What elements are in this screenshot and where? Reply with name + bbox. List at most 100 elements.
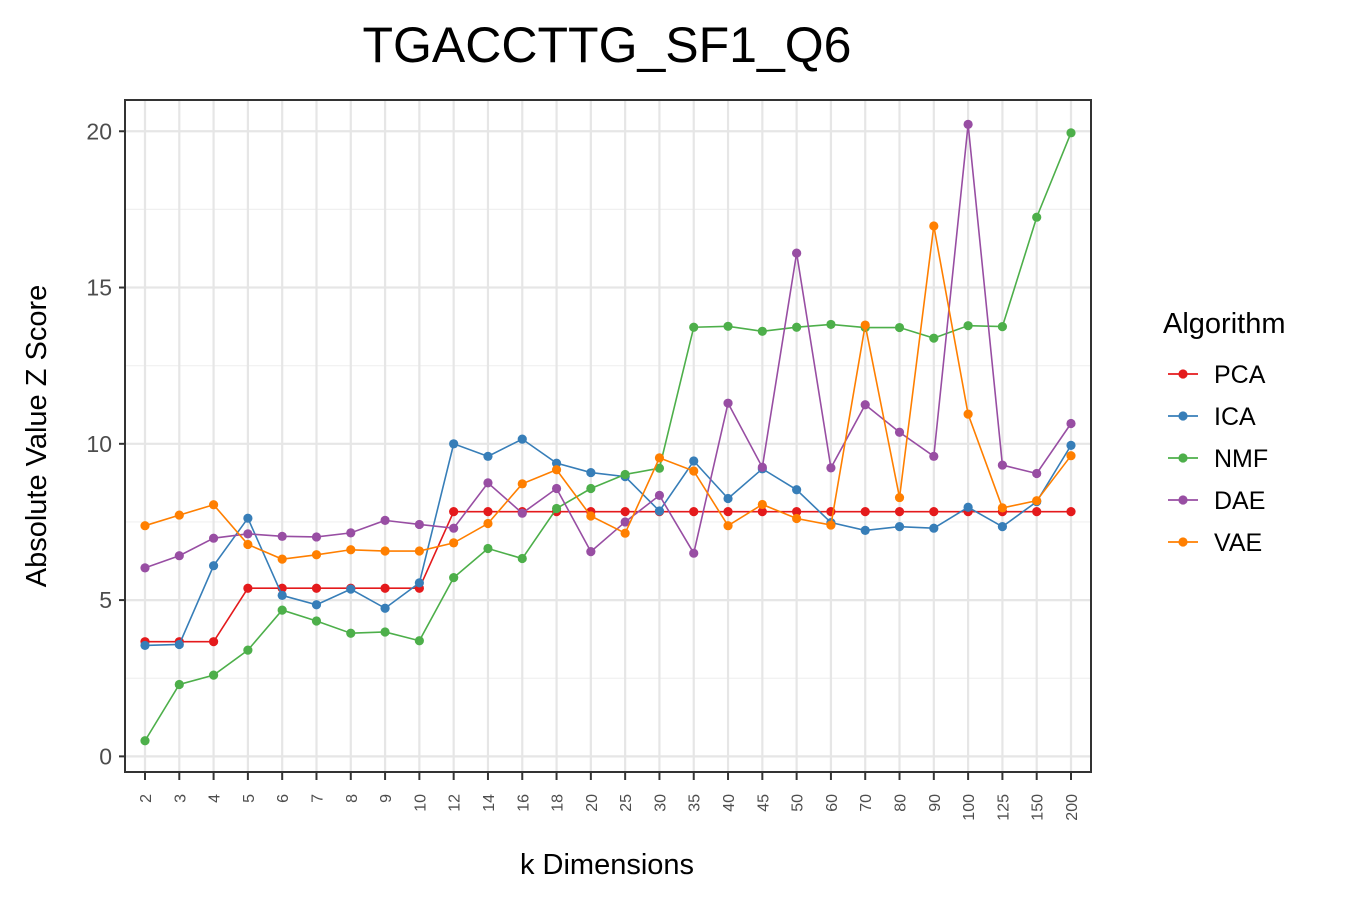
legend-item-ica: ICA — [1168, 403, 1256, 431]
data-point-nmf — [826, 319, 836, 330]
x-tick-label: 2 — [138, 794, 155, 803]
data-point-pca — [208, 637, 219, 647]
x-tick-label: 125 — [995, 794, 1012, 821]
x-tick-label: 3 — [172, 794, 189, 803]
data-point-vae — [517, 479, 527, 489]
data-point-nmf — [277, 605, 287, 615]
data-point-nmf — [449, 572, 459, 583]
x-tick-label: 30 — [652, 794, 669, 812]
data-point-dae — [140, 563, 150, 573]
x-tick-label: 50 — [790, 794, 807, 812]
series-ica — [140, 434, 1076, 651]
data-point-vae — [449, 538, 459, 548]
series-line-ica — [144, 438, 1072, 647]
series-line-pca — [145, 510, 1071, 643]
series-line-nmf — [144, 132, 1072, 742]
data-point-nmf — [517, 553, 527, 564]
y-tick-label: 10 — [86, 431, 112, 457]
x-tick-label: 35 — [687, 794, 704, 812]
data-point-pca — [311, 583, 322, 593]
data-point-ica — [689, 456, 699, 466]
legend-swatch-point-nmf — [1178, 453, 1188, 463]
data-point-ica — [346, 584, 356, 594]
x-tick-label: 20 — [584, 794, 601, 812]
legend-label-nmf: NMF — [1214, 445, 1268, 473]
x-tick-label: 60 — [824, 794, 841, 812]
data-point-vae — [620, 528, 630, 538]
data-point-nmf — [586, 483, 596, 494]
data-point-vae — [311, 550, 322, 560]
series-layer — [140, 119, 1076, 746]
data-point-nmf — [654, 463, 665, 473]
data-point-nmf — [483, 543, 493, 554]
x-tick-label: 200 — [1064, 794, 1081, 821]
series-nmf — [140, 128, 1076, 746]
data-point-ica — [894, 522, 905, 532]
plot-panel-border — [124, 99, 1092, 773]
data-point-vae — [1032, 496, 1042, 506]
data-point-nmf — [346, 628, 356, 638]
legend-label-ica: ICA — [1214, 403, 1256, 431]
x-tick-label: 150 — [1030, 794, 1047, 821]
legend-swatch-point-vae — [1178, 537, 1188, 547]
data-point-dae — [483, 478, 493, 488]
x-tick-label: 12 — [447, 794, 464, 812]
data-point-nmf — [243, 645, 253, 655]
data-point-vae — [689, 466, 699, 476]
data-point-dae — [1066, 418, 1076, 429]
data-point-dae — [689, 548, 699, 558]
legend-item-pca: PCA — [1168, 361, 1266, 389]
data-point-dae — [963, 119, 973, 129]
series-pca — [140, 507, 1076, 647]
x-tick-label: 70 — [858, 794, 875, 812]
data-point-ica — [311, 600, 322, 610]
data-point-vae — [483, 518, 493, 529]
data-point-pca — [483, 507, 493, 517]
data-point-ica — [1066, 440, 1076, 450]
data-point-vae — [551, 465, 562, 475]
data-point-vae — [174, 510, 184, 520]
data-point-dae — [860, 400, 870, 410]
data-point-nmf — [689, 322, 699, 332]
data-point-nmf — [997, 322, 1008, 332]
legend-label-vae: VAE — [1214, 529, 1262, 557]
data-point-pca — [894, 507, 905, 517]
data-point-ica — [723, 493, 733, 504]
x-tick-label: 9 — [378, 794, 395, 803]
x-axis: 2 3 4 5 6 7 8 9 10 12 14 16 18 20 25 30 35 40 45 50 60 70 80 90… — [138, 772, 1081, 821]
data-point-dae — [277, 531, 287, 541]
data-point-ica — [380, 603, 390, 613]
x-tick-label: 45 — [755, 794, 772, 812]
legend: Algorithm PCA ICA NMF DAE VAE — [1163, 308, 1286, 557]
data-point-ica — [860, 525, 870, 535]
data-point-pca — [243, 583, 253, 593]
data-point-vae — [654, 453, 665, 463]
x-tick-label: 90 — [927, 794, 944, 812]
legend-swatch-point-dae — [1178, 495, 1188, 505]
y-axis-title: Absolute Value Z Score — [21, 285, 53, 588]
x-tick-label: 18 — [550, 794, 567, 812]
data-point-pca — [1066, 507, 1076, 517]
x-tick-label: 7 — [309, 794, 326, 803]
data-point-dae — [208, 533, 219, 543]
data-point-dae — [723, 398, 733, 408]
data-point-pca — [929, 507, 939, 517]
data-point-ica — [997, 522, 1008, 532]
data-point-dae — [894, 427, 905, 437]
data-point-pca — [723, 507, 733, 517]
data-point-nmf — [1032, 212, 1042, 222]
x-tick-label: 6 — [275, 794, 292, 803]
data-point-dae — [243, 529, 253, 539]
x-axis-title: k Dimensions — [520, 849, 694, 881]
data-point-pca — [380, 583, 390, 593]
legend-item-nmf: NMF — [1168, 445, 1268, 473]
data-point-ica — [140, 640, 150, 651]
legend-item-vae: VAE — [1168, 529, 1262, 557]
data-point-dae — [346, 528, 356, 538]
x-tick-label: 10 — [412, 794, 429, 812]
data-point-ica — [654, 506, 665, 516]
data-point-ica — [174, 639, 184, 650]
data-point-vae — [894, 492, 905, 503]
data-point-vae — [997, 503, 1008, 513]
data-point-dae — [551, 483, 562, 494]
